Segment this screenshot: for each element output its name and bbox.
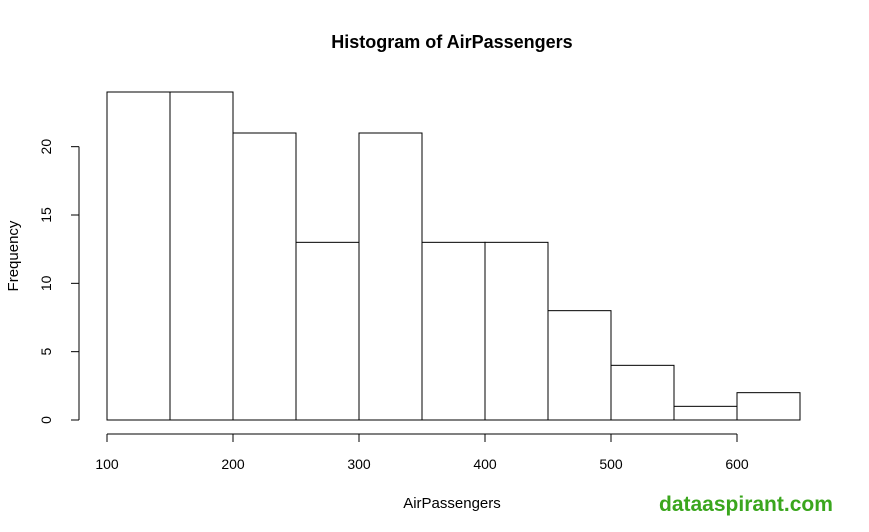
histogram-bar-4 bbox=[295, 241, 360, 421]
x-tick-label: 100 bbox=[95, 456, 119, 472]
watermark-logo: dataaspirant.com bbox=[659, 493, 833, 516]
histogram-bar-10 bbox=[673, 405, 738, 421]
x-tick-label: 500 bbox=[599, 456, 623, 472]
y-tick-label: 20 bbox=[38, 139, 54, 155]
y-tick-label: 15 bbox=[38, 207, 54, 223]
histogram-bar-5 bbox=[358, 132, 423, 421]
x-axis: 100 200 300 400 500 600 bbox=[95, 433, 749, 472]
histogram-bar-8 bbox=[547, 310, 612, 421]
x-tick-label: 400 bbox=[473, 456, 497, 472]
y-tick-label: 5 bbox=[38, 348, 54, 356]
histogram-bar-7 bbox=[484, 241, 549, 421]
y-axis: 0 5 10 15 20 bbox=[38, 139, 80, 424]
histogram-bar-2 bbox=[169, 91, 234, 421]
x-tick-label: 300 bbox=[347, 456, 371, 472]
x-tick-label: 200 bbox=[221, 456, 245, 472]
x-tick-label: 600 bbox=[725, 456, 749, 472]
y-tick-label: 0 bbox=[38, 416, 54, 424]
x-axis-label: AirPassengers bbox=[403, 495, 501, 512]
histogram-bar-3 bbox=[232, 132, 297, 421]
histogram-bar-6 bbox=[421, 241, 486, 421]
histogram-bar-9 bbox=[610, 364, 675, 421]
y-tick-label: 10 bbox=[38, 275, 54, 291]
histogram-bar-11 bbox=[736, 392, 801, 421]
chart-title: Histogram of AirPassengers bbox=[331, 32, 572, 52]
y-axis-label: Frequency bbox=[5, 220, 22, 291]
histogram-bar-1 bbox=[106, 91, 171, 421]
bars-group bbox=[106, 91, 801, 421]
